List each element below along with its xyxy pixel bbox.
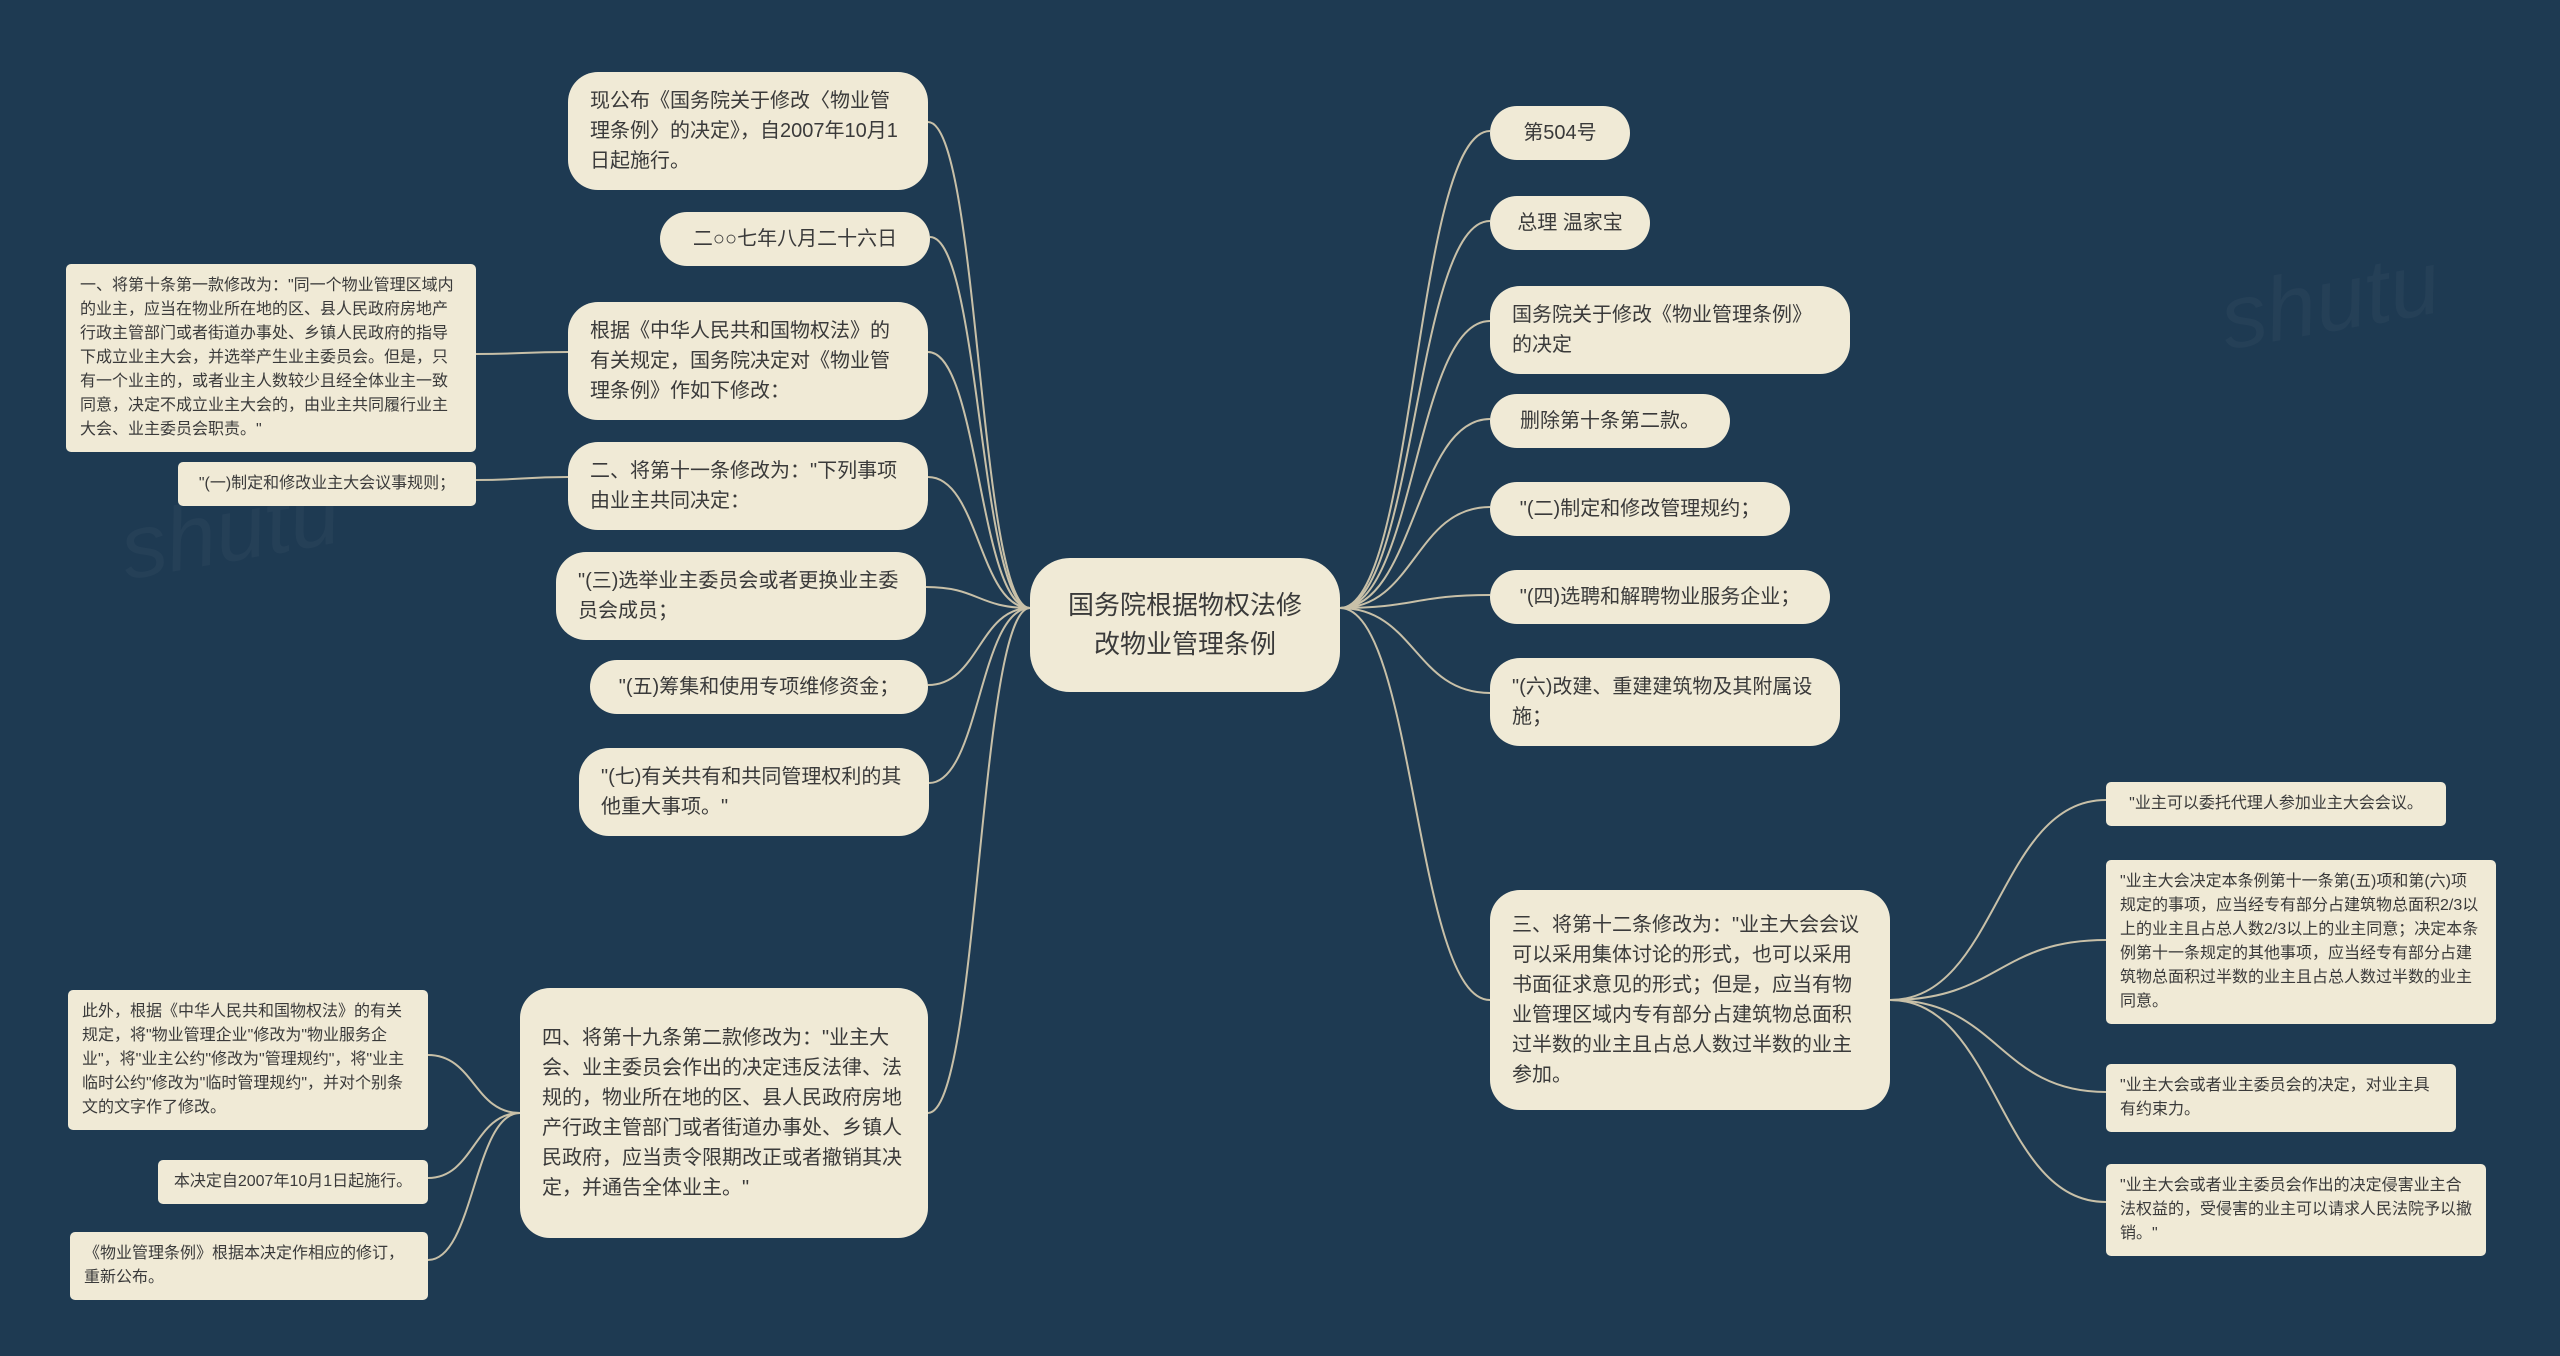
mindmap-node: "业主大会或者业主委员会的决定，对业主具有约束力。 bbox=[2106, 1064, 2456, 1132]
mindmap-node: 总理 温家宝 bbox=[1490, 196, 1650, 250]
mindmap-node: "(六)改建、重建建筑物及其附属设施； bbox=[1490, 658, 1840, 746]
watermark-right: shutu bbox=[2213, 232, 2448, 372]
mindmap-node: "(四)选聘和解聘物业服务企业； bbox=[1490, 570, 1830, 624]
mindmap-node: 本决定自2007年10月1日起施行。 bbox=[158, 1160, 428, 1204]
mindmap-node: 现公布《国务院关于修改〈物业管理条例〉的决定》，自2007年10月1日起施行。 bbox=[568, 72, 928, 190]
mindmap-node: 第504号 bbox=[1490, 106, 1630, 160]
mindmap-node: "(七)有关共有和共同管理权利的其他重大事项。" bbox=[579, 748, 929, 836]
mindmap-node: 国务院关于修改《物业管理条例》的决定 bbox=[1490, 286, 1850, 374]
mindmap-node: 一、将第十条第一款修改为："同一个物业管理区域内的业主，应当在物业所在地的区、县… bbox=[66, 264, 476, 452]
mindmap-node: 四、将第十九条第二款修改为："业主大会、业主委员会作出的决定违反法律、法规的，物… bbox=[520, 988, 928, 1238]
mindmap-node: "业主大会决定本条例第十一条第(五)项和第(六)项规定的事项，应当经专有部分占建… bbox=[2106, 860, 2496, 1024]
mindmap-node: "(二)制定和修改管理规约； bbox=[1490, 482, 1790, 536]
mindmap-node: 国务院根据物权法修改物业管理条例 bbox=[1030, 558, 1340, 692]
mindmap-node: 《物业管理条例》根据本决定作相应的修订，重新公布。 bbox=[70, 1232, 428, 1300]
mindmap-node: 三、将第十二条修改为："业主大会会议可以采用集体讨论的形式，也可以采用书面征求意… bbox=[1490, 890, 1890, 1110]
mindmap-node: 根据《中华人民共和国物权法》的有关规定，国务院决定对《物业管理条例》作如下修改： bbox=[568, 302, 928, 420]
mindmap-node: 二○○七年八月二十六日 bbox=[660, 212, 930, 266]
mindmap-node: 删除第十条第二款。 bbox=[1490, 394, 1730, 448]
mindmap-node: "(三)选举业主委员会或者更换业主委员会成员； bbox=[556, 552, 926, 640]
mindmap-node: 此外，根据《中华人民共和国物权法》的有关规定，将"物业管理企业"修改为"物业服务… bbox=[68, 990, 428, 1130]
mindmap-node: "业主大会或者业主委员会作出的决定侵害业主合法权益的，受侵害的业主可以请求人民法… bbox=[2106, 1164, 2486, 1256]
mindmap-node: "(五)筹集和使用专项维修资金； bbox=[590, 660, 928, 714]
mindmap-node: "(一)制定和修改业主大会议事规则； bbox=[178, 462, 476, 506]
mindmap-node: "业主可以委托代理人参加业主大会会议。 bbox=[2106, 782, 2446, 826]
mindmap-node: 二、将第十一条修改为："下列事项由业主共同决定： bbox=[568, 442, 928, 530]
